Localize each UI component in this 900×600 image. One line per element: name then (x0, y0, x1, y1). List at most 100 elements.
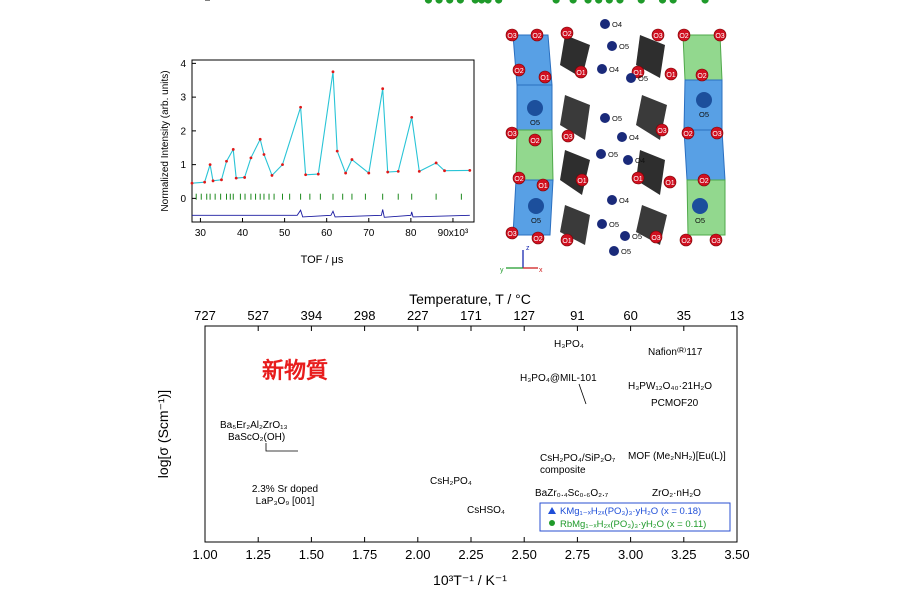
water-oxygen-label: O5 (638, 74, 648, 83)
arrhenius-x-ticks: 1.00 1.25 1.50 1.75 2.00 2.25 2.50 2.75 3.00 3.25… (192, 537, 750, 562)
observed-data-point (220, 178, 223, 182)
oxygen-atom (512, 171, 526, 185)
oxygen-atom (655, 123, 669, 137)
oxygen-atom-label: O2 (697, 73, 706, 80)
rbmg-data-point (616, 0, 624, 4)
crystal-structure-image: O3 O2 O2 O2 O1 O1 O3 O2 O3 O2 O1 O1 O3 O2 O1 O3 O2 O3 O1 O1… (500, 19, 727, 274)
rbmg-data-point (637, 0, 645, 4)
observed-data-point (211, 179, 215, 183)
arrhenius-x-tick-label: 3.25 (671, 547, 696, 562)
rbmg-data-point (669, 0, 677, 4)
temperature-tick-label: 171 (460, 308, 482, 323)
observed-data-point (258, 137, 262, 141)
observed-data-point (417, 169, 421, 173)
axis-z-label: z (526, 245, 530, 252)
water-oxygen-label: O5 (632, 232, 642, 241)
diffraction-x-tick-label: 80 (405, 228, 417, 239)
diffraction-x-tick-label: 90x10³ (438, 228, 469, 239)
observed-data-point (331, 70, 335, 74)
diffraction-x-tick-label: 60 (321, 228, 333, 239)
temperature-tick-label: 227 (407, 308, 429, 323)
arrhenius-y-tick-label: -5 (186, 0, 198, 3)
cation-atom (527, 100, 543, 116)
oxygen-atom-label: O2 (532, 33, 541, 40)
water-oxygen-label: O4 (629, 133, 639, 142)
arrhenius-x-tick-label: 1.50 (299, 547, 324, 562)
diffraction-y-ticks: 0 1 2 3 4 (180, 59, 196, 205)
observed-data-point (262, 153, 266, 156)
rbmg-data-point (471, 0, 479, 4)
axis-y-label: y (500, 267, 504, 274)
oxygen-atom (664, 67, 678, 81)
curve-label-h3po4: H₃PO₄ (554, 339, 584, 350)
temperature-tick-label: 60 (623, 308, 637, 323)
arrhenius-y-tick-label: -4 (186, 0, 198, 3)
oxygen-atom-label: O3 (563, 134, 572, 141)
oxygen-atom-label: O2 (514, 68, 523, 75)
oxygen-atom-label: O1 (666, 72, 675, 79)
observed-data-point (335, 149, 339, 153)
rbmg-data-point (495, 0, 503, 4)
water-oxygen-label: O4 (609, 65, 619, 74)
oxygen-atom-label: O2 (562, 31, 571, 38)
diffraction-y-tick-label: 1 (180, 160, 186, 171)
observed-data-point (434, 161, 438, 165)
arrhenius-y-tick-label: 0 (191, 0, 198, 3)
curve-label-nafion: Nafion⁽ᴿ⁾117 (648, 347, 703, 358)
observed-data-point (443, 169, 446, 173)
curve-label-mof-eu: MOF (Me₂NH₂)[Eu(L)] (628, 451, 726, 462)
oxygen-atom (710, 126, 724, 140)
curve-label-sr-doped-lap3o9: 2.3% Sr doped LaP₃O₉ [001] (252, 484, 318, 507)
rbmg-data-point (435, 0, 443, 4)
oxygen-atom (677, 28, 691, 42)
oxygen-atom-label: O3 (651, 235, 660, 242)
water-oxygen-label: O5 (608, 150, 618, 159)
oxygen-atom-label: O3 (507, 33, 516, 40)
curve-label-csh2po4-sip2o7: CsH₂PO₄/SiP₂O₇ composite (540, 453, 615, 476)
oxygen-atom (560, 26, 574, 40)
cation-atom (692, 198, 708, 214)
curve-label-csh2po4: CsH₂PO₄ (430, 476, 472, 487)
temperature-tick-label: 394 (301, 308, 323, 323)
oxygen-atom (561, 129, 575, 143)
rbmg-data-point (584, 0, 592, 4)
oxygen-atom-label: O2 (683, 131, 692, 138)
cation-atom-label: O5 (531, 216, 541, 225)
water-oxygen-atom (597, 64, 607, 74)
observed-data-point (386, 170, 390, 174)
legend-entry-kmg: KMg₁₋ₓH₂ₓ(PO₃)₃·yH₂O (x = 0.18) (560, 506, 701, 517)
oxygen-atom (649, 230, 663, 244)
curve-label-h3po4-mil101: H₃PO₄@MIL-101 (520, 373, 597, 384)
oxygen-atom-label: O3 (657, 128, 666, 135)
oxygen-atom (560, 233, 574, 247)
arrhenius-y-tick-label: -3 (186, 0, 198, 3)
temperature-tick-label: 727 (194, 308, 216, 323)
oxygen-atom-label: O1 (577, 178, 586, 185)
oxygen-atom (538, 70, 552, 84)
oxygen-atom (505, 126, 519, 140)
rbmg-data-point (552, 0, 560, 4)
arrhenius-x-tick-label: 2.25 (458, 547, 483, 562)
observed-data-point (468, 168, 472, 172)
temperature-tick-label: 527 (247, 308, 269, 323)
curve-label-cshso4: CsHSO₄ (467, 505, 505, 516)
diffraction-x-tick-label: 40 (237, 228, 249, 239)
cation-atom-label: O5 (699, 110, 709, 119)
arrhenius-x-tick-label: 2.00 (405, 547, 430, 562)
water-oxygen-label: O5 (609, 220, 619, 229)
oxygen-atom-label: O3 (711, 238, 720, 245)
rbmg-data-point (484, 0, 492, 4)
observed-data-point (381, 87, 385, 91)
observed-data-point (231, 148, 235, 151)
water-oxygen-atom (609, 246, 619, 256)
temperature-tick-label: 127 (513, 308, 535, 323)
mil101-pointer-arrow (578, 383, 587, 405)
rbmg-data-point (658, 0, 667, 4)
oxygen-atom (505, 28, 519, 42)
arrhenius-x-axis-label: 10³T⁻¹ / K⁻¹ (433, 572, 507, 588)
arrhenius-y-tick-label: -6 (186, 0, 198, 3)
oxygen-atom (713, 28, 727, 42)
arrhenius-y-tick-label: -2 (186, 0, 198, 3)
legend-entry-rbmg: RbMg₁₋ₓH₂ₓ(PO₃)₃·yH₂O (x = 0.11) (560, 519, 706, 530)
